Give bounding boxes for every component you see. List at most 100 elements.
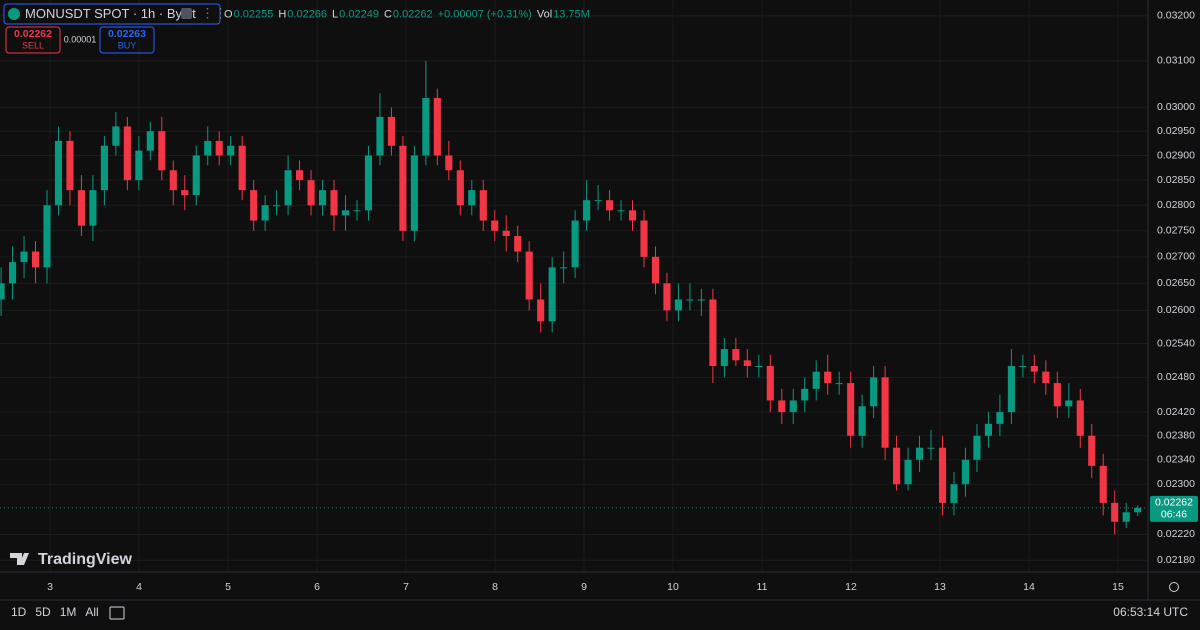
candle-body [755,365,763,367]
candle-body [330,190,338,216]
candle-body [158,131,166,171]
candle-body [525,251,533,300]
ohlc-value: 0.02262 [393,8,433,20]
price-tag-price: 0.02262 [1155,497,1193,509]
candle-body [674,299,682,311]
candle-body [927,447,935,449]
x-tick-label: 7 [403,581,409,593]
y-tick-label: 0.02600 [1157,304,1195,316]
price-tag [1150,495,1198,522]
candle-body [1030,365,1038,372]
candle-body [192,155,200,196]
y-tick-label: 0.02340 [1157,454,1195,466]
candle-body [341,210,350,216]
candle-body [858,406,866,436]
y-tick-label: 0.02800 [1157,199,1195,211]
candle-body [651,256,660,284]
ohlc-value: 0.02255 [234,8,274,20]
candle-body [399,145,407,231]
candle-body [215,140,223,156]
candle-body [778,400,786,413]
symbol-icon [181,8,192,19]
candle-body [112,126,120,146]
candle-body [468,190,476,206]
y-tick-label: 0.02900 [1157,149,1195,161]
candle-body [1134,507,1142,513]
buy-button[interactable] [99,26,155,54]
candle-body [789,400,797,413]
x-tick-label: 9 [581,581,587,593]
candle-body [169,170,177,191]
candle-body [89,190,97,226]
candle-body [628,210,637,221]
x-tick-label: 8 [492,581,498,593]
ohlc-label: C [384,8,392,20]
candle-body [560,267,568,269]
volume-label: Vol [537,8,552,20]
clock: 06:53:14 UTC [1113,605,1188,619]
candle-body [812,371,820,389]
x-tick-label: 15 [1112,581,1124,593]
candle-body [893,447,901,485]
candle-body [181,190,189,196]
candle-body [318,190,327,206]
candle-body [307,180,315,206]
candle-body [697,299,705,301]
candle-body [537,299,545,322]
candle-body [54,140,63,206]
candle-body [870,377,878,407]
range-buttons: 1D 5D 1M All [11,605,99,619]
range-button[interactable]: 5D [35,605,51,619]
y-tick-label: 0.02750 [1157,225,1195,237]
candle-body [273,205,281,207]
y-tick-label: 0.02300 [1157,478,1195,490]
candle-body [1007,365,1015,413]
candle-body [204,140,212,156]
y-tick-label: 0.03000 [1157,101,1195,113]
symbol-title: MONUSDT SPOT · 1h · Bybit [25,6,196,21]
candle-body [8,262,17,284]
range-button[interactable]: 1M [60,605,77,619]
y-tick-label: 0.03100 [1157,55,1195,67]
candle-body [261,205,269,221]
candle-body [663,283,671,311]
y-tick-label: 0.02380 [1157,430,1195,442]
candle-body [1088,435,1096,466]
y-tick-label: 0.02420 [1157,406,1195,418]
y-tick-label: 0.03200 [1157,10,1195,22]
ohlc-label: H [278,8,286,20]
date-range-icon[interactable] [109,606,125,620]
x-tick-label: 5 [225,581,231,593]
candle-body [456,170,464,206]
y-tick-label: 0.02650 [1157,277,1195,289]
candle-body [824,371,832,384]
dots[interactable]: ⋮⋮ [201,5,227,20]
range-button[interactable]: All [85,605,98,619]
range-button[interactable]: 1D [11,605,27,619]
volume: 13.75M [553,8,590,20]
plot-area [0,0,1148,572]
candle-body [250,190,258,221]
candle-body [950,484,958,503]
y-tick-label: 0.02480 [1157,371,1195,383]
candle-body [284,170,292,206]
candle-body [1076,400,1084,436]
x-tick-label: 4 [136,581,142,593]
candle-body [296,170,304,181]
candle-body [1053,383,1061,407]
symbol-box[interactable] [3,3,221,25]
candle-body [238,145,246,191]
buy-label: BUY [118,40,137,50]
x-tick-label: 14 [1023,581,1035,593]
candle-body [20,251,28,263]
sell-button[interactable] [5,26,61,54]
ohlc-value: 0.02266 [287,8,327,20]
price-tag-countdown: 06:46 [1161,509,1187,521]
ohlc-legend: O0.02255 H0.02266 L0.02249 C0.02262 +0.00007… [224,8,590,20]
ohlc-label: L [332,8,338,20]
candle-body [835,383,843,385]
y-tick-label: 0.02850 [1157,174,1195,186]
change: +0.00007 (+0.31%) [438,8,532,20]
settings-icon[interactable] [1169,582,1179,592]
